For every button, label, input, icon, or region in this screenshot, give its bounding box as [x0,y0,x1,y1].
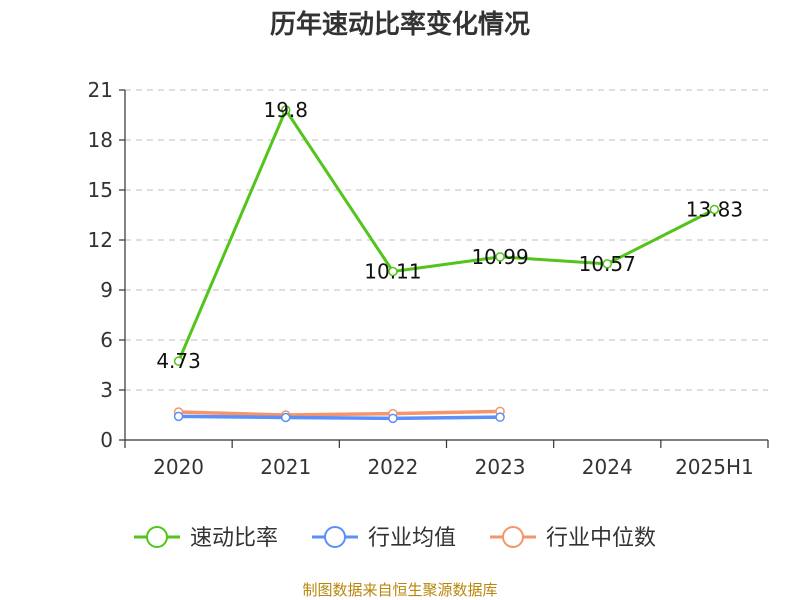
legend-marker-0 [146,526,168,548]
series-line-2 [176,409,502,417]
grid-lines [125,89,768,391]
y-tick-label-6: 6 [100,328,113,352]
legend-label-0: 速动比率 [190,526,278,551]
data-label-0: 4.73 [156,349,201,373]
x-tick-label-2023: 2023 [475,455,526,479]
x-axis: 2020 2021 2022 2023 2024 2025H1 [124,439,769,479]
y-tick-label-12: 12 [88,228,113,252]
series-point-1-1 [281,412,291,423]
x-tick-label-2022: 2022 [367,455,418,479]
series-point-0-4 [602,259,612,269]
legend-label-2: 行业中位数 [546,526,656,551]
source-note: 制图数据来自恒生聚源数据库 [302,581,497,599]
series-layer [173,105,720,424]
series-point-0-3 [495,252,505,262]
series-point-0-2 [388,266,398,277]
y-tick-label-9: 9 [100,278,113,302]
y-axis: 0 3 6 9 12 15 18 21 [88,78,126,452]
series-point-1-3 [495,412,505,422]
data-label-1: 19.8 [263,98,308,122]
legend: 速动比率 行业均值 行业中位数 [134,526,656,551]
x-tick-label-2024: 2024 [582,455,633,479]
y-tick-label-15: 15 [88,178,113,202]
series-line-0 [177,108,716,363]
chart-title: 历年速动比率变化情况 [270,9,530,40]
series-point-1-0 [173,411,184,422]
y-tick-label-18: 18 [88,128,113,152]
series-line-1 [176,414,502,421]
x-tick-label-2020: 2020 [153,455,204,479]
data-label-3: 10.99 [471,245,528,269]
legend-label-1: 行业均值 [368,526,456,551]
legend-marker-1 [324,526,346,548]
y-tick-label-0: 0 [100,428,113,452]
legend-marker-2 [502,526,524,548]
series-point-1-2 [388,413,398,424]
data-labels: 4.73 19.8 10.11 10.99 10.57 13.83 [156,98,743,373]
y-tick-label-21: 21 [88,78,113,102]
series-point-0-5 [709,204,720,215]
data-label-4: 10.57 [579,252,636,276]
data-label-2: 10.11 [364,260,421,284]
x-tick-label-2025H1: 2025H1 [675,455,754,479]
y-tick-label-3: 3 [100,378,113,402]
series-point-0-1 [281,105,291,115]
x-tick-label-2021: 2021 [260,455,311,479]
data-label-5: 13.83 [686,198,743,222]
series-point-0-0 [173,356,184,366]
